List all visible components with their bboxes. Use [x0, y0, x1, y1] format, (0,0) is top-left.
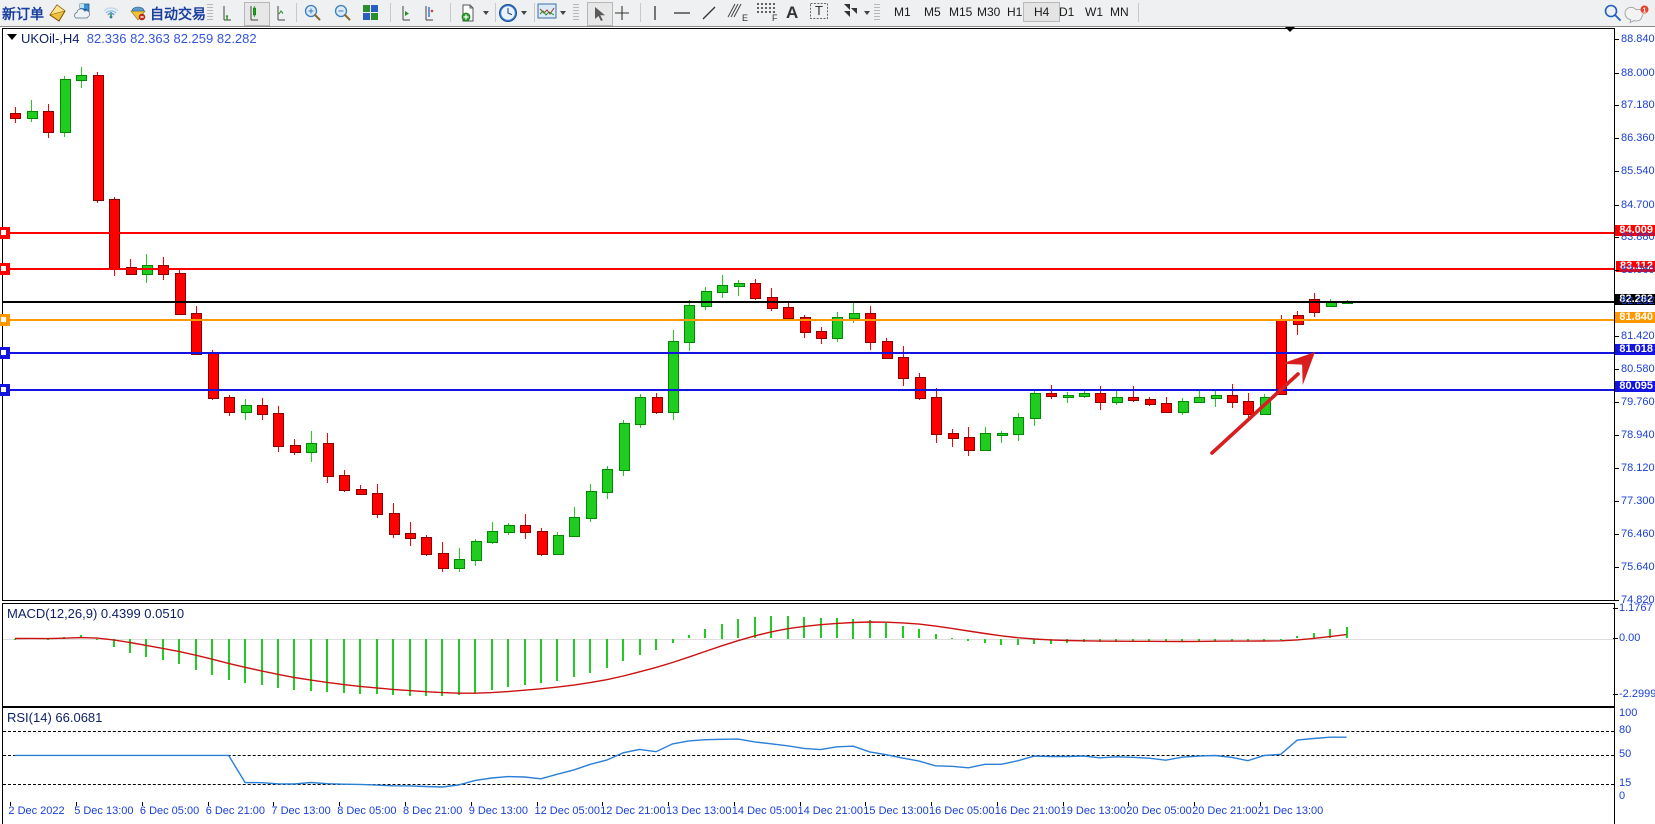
- svg-text:T: T: [815, 3, 823, 18]
- svg-text:1: 1: [1643, 7, 1647, 14]
